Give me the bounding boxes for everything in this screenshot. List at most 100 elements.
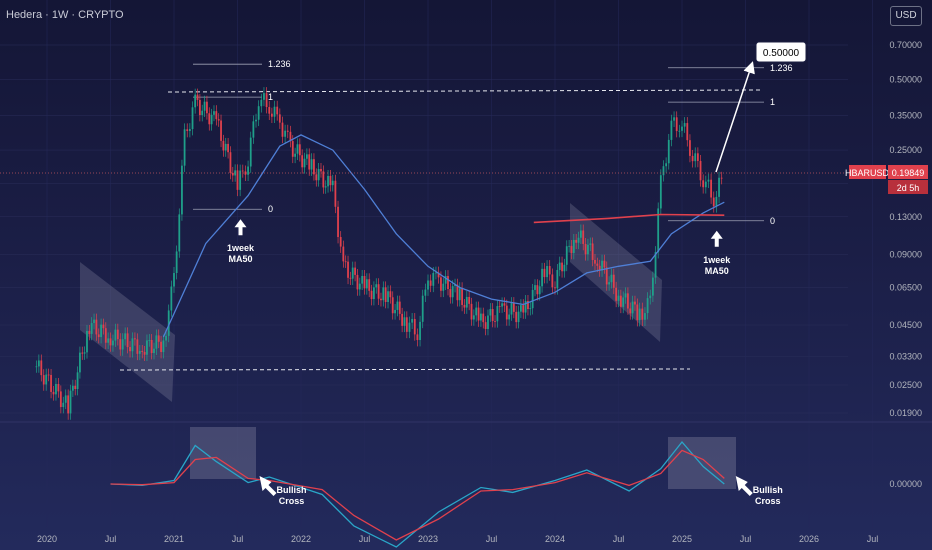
candle-body bbox=[317, 168, 320, 181]
candle-body bbox=[512, 303, 515, 312]
candle-body bbox=[76, 372, 79, 390]
candle-body bbox=[52, 391, 55, 395]
candle-body bbox=[572, 239, 575, 253]
candle-body bbox=[694, 153, 697, 162]
candle-body bbox=[175, 251, 178, 274]
candle-body bbox=[470, 303, 473, 320]
candle-body bbox=[35, 366, 38, 368]
price-tick-label: 0.50000 bbox=[889, 74, 922, 84]
candle-body bbox=[421, 295, 424, 322]
candle-body bbox=[186, 129, 189, 132]
support-dashed-line bbox=[119, 368, 691, 371]
candle-body bbox=[546, 266, 548, 278]
candle-body bbox=[344, 261, 347, 263]
price-badge-price-box bbox=[888, 165, 928, 179]
annotation-label-line: MA50 bbox=[228, 254, 252, 264]
candle-body bbox=[291, 141, 294, 157]
candle-body bbox=[67, 395, 70, 414]
candle-body bbox=[515, 311, 518, 323]
candle-body bbox=[356, 274, 359, 290]
candle-body bbox=[458, 288, 461, 301]
candle-body bbox=[681, 126, 683, 131]
candle-body bbox=[413, 318, 416, 335]
candle-body bbox=[102, 324, 105, 329]
time-axis[interactable]: 2020 Jul 2021 Jul 2022 Jul 2023 Jul 2024 Jul 2025 J… bbox=[37, 534, 878, 544]
candle-body bbox=[305, 154, 308, 159]
candle-body bbox=[615, 287, 618, 301]
candle-body bbox=[543, 268, 546, 278]
candle-body bbox=[519, 305, 522, 312]
bullish-cross-label-line: Bullish bbox=[753, 485, 783, 495]
time-tick-label: 2022 bbox=[291, 534, 311, 544]
price-badge-symbol-box bbox=[849, 165, 886, 179]
fib-label: 1.236 bbox=[770, 63, 793, 73]
candle-body bbox=[55, 383, 57, 395]
candle-body bbox=[50, 374, 52, 392]
candle-body bbox=[239, 170, 242, 190]
projection-arrow bbox=[715, 61, 755, 173]
candle-body bbox=[608, 282, 610, 285]
time-tick-label: Jul bbox=[867, 534, 879, 544]
candle-body bbox=[208, 113, 211, 125]
bullish-cross-label-line: Cross bbox=[279, 496, 305, 506]
price-tick-label: 0.13000 bbox=[889, 212, 922, 222]
candle-body bbox=[160, 341, 162, 353]
candle-body bbox=[427, 280, 429, 290]
candle-body bbox=[627, 293, 629, 309]
candle-body bbox=[403, 317, 406, 326]
price-badge: HBARUSD 0.19849 2d 5h bbox=[845, 165, 928, 194]
candle-body bbox=[315, 174, 318, 181]
candle-body bbox=[349, 277, 352, 279]
candle-body bbox=[40, 360, 43, 376]
candle-body bbox=[594, 259, 596, 264]
candle-body bbox=[396, 301, 399, 310]
candle-body bbox=[107, 338, 110, 343]
candle-body bbox=[475, 307, 478, 316]
candle-body bbox=[524, 300, 527, 313]
candle-body bbox=[324, 186, 327, 188]
price-tick-label: 0.02500 bbox=[889, 380, 922, 390]
candle-body bbox=[619, 295, 622, 307]
candle-body bbox=[263, 93, 265, 100]
currency-button[interactable]: USD bbox=[890, 6, 922, 26]
candle-body bbox=[136, 339, 139, 354]
candle-body bbox=[389, 291, 392, 298]
candle-body bbox=[59, 391, 62, 408]
candle-body bbox=[373, 287, 375, 300]
candle-body bbox=[69, 390, 72, 414]
candle-body bbox=[351, 267, 354, 279]
candle-body bbox=[496, 306, 499, 322]
price-axis[interactable]: 0.700000.500000.350000.250000.180000.130… bbox=[889, 40, 922, 489]
candle-body bbox=[610, 274, 613, 283]
candle-body bbox=[644, 313, 646, 320]
candle-body bbox=[489, 309, 492, 316]
candle-body bbox=[276, 106, 279, 115]
candle-body bbox=[678, 130, 681, 132]
candle-body bbox=[131, 338, 134, 352]
candle-body bbox=[162, 340, 165, 353]
candle-body bbox=[313, 159, 315, 175]
candle-body bbox=[394, 309, 396, 314]
candle-body bbox=[327, 175, 329, 187]
candle-body bbox=[224, 143, 227, 151]
macd-highlight-2025 bbox=[668, 437, 736, 489]
candle-body bbox=[387, 291, 389, 303]
candle-body bbox=[577, 237, 580, 243]
candle-body bbox=[442, 283, 445, 291]
candle-body bbox=[337, 206, 339, 238]
candle-body bbox=[198, 99, 201, 116]
up-arrow-icon bbox=[710, 230, 723, 247]
candle-body bbox=[548, 266, 551, 275]
candle-body bbox=[301, 155, 304, 168]
candle-body bbox=[183, 129, 186, 166]
bullish-cross-label-line: Cross bbox=[755, 496, 781, 506]
candle-body bbox=[74, 385, 77, 390]
candle-body bbox=[605, 267, 608, 285]
bullish-cross-label-line: Bullish bbox=[276, 485, 306, 495]
fibonacci-levels: 1.236 1 0 1.236 1 0 bbox=[193, 59, 793, 226]
candle-body bbox=[432, 273, 435, 286]
candle-body bbox=[294, 153, 297, 157]
candle-body bbox=[93, 319, 95, 324]
